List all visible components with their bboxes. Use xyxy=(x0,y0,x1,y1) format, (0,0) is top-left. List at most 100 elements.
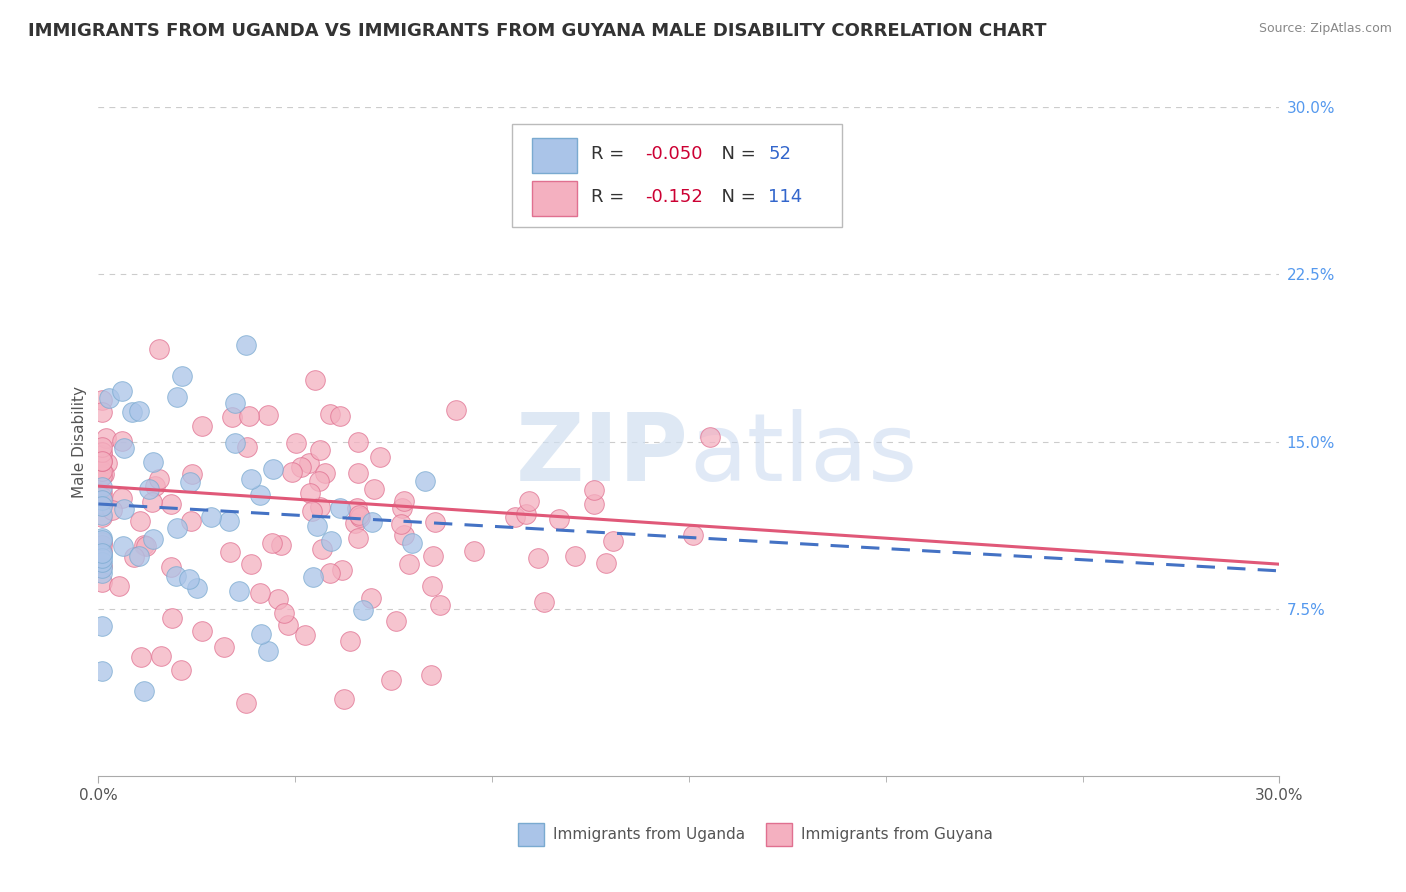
Point xyxy=(91,480,114,494)
Point xyxy=(91,497,114,511)
Point xyxy=(91,566,114,581)
Point xyxy=(262,536,284,550)
Point xyxy=(190,418,212,433)
Point xyxy=(228,584,250,599)
Point xyxy=(94,431,117,445)
Point xyxy=(361,516,384,530)
Point xyxy=(294,628,316,642)
Point xyxy=(444,402,467,417)
Point xyxy=(239,472,262,486)
Point xyxy=(93,467,115,481)
Text: -0.050: -0.050 xyxy=(645,145,703,163)
Point xyxy=(352,603,374,617)
Point xyxy=(235,696,257,710)
Point xyxy=(304,373,326,387)
Point xyxy=(273,606,295,620)
Text: atlas: atlas xyxy=(689,409,917,501)
Text: 114: 114 xyxy=(768,188,803,206)
Text: R =: R = xyxy=(591,145,630,163)
Point xyxy=(463,544,485,558)
Point xyxy=(363,482,385,496)
Point xyxy=(503,510,526,524)
Point xyxy=(329,501,352,516)
Point xyxy=(214,640,236,655)
FancyBboxPatch shape xyxy=(531,181,576,216)
Point xyxy=(699,430,721,444)
Point xyxy=(128,404,150,418)
Point xyxy=(547,512,569,526)
Point xyxy=(321,533,343,548)
FancyBboxPatch shape xyxy=(531,138,576,173)
Point xyxy=(91,510,114,524)
Point xyxy=(112,441,135,455)
Point xyxy=(91,508,114,523)
Point xyxy=(91,555,114,569)
Point xyxy=(91,448,114,462)
Y-axis label: Male Disability: Male Disability xyxy=(72,385,87,498)
Point xyxy=(236,440,259,454)
Point xyxy=(413,474,436,488)
Point xyxy=(277,617,299,632)
Point xyxy=(394,528,416,542)
Point xyxy=(422,549,444,563)
Point xyxy=(186,581,208,595)
Point xyxy=(389,517,412,532)
Point xyxy=(191,624,214,638)
Point xyxy=(91,538,114,552)
Point xyxy=(121,405,143,419)
Point xyxy=(160,497,183,511)
Point xyxy=(129,649,152,664)
Point xyxy=(319,566,342,580)
Point xyxy=(235,337,257,351)
Point xyxy=(166,521,188,535)
Point xyxy=(91,619,114,633)
Point xyxy=(135,539,157,553)
Point xyxy=(346,500,368,515)
Point xyxy=(398,557,420,571)
Point xyxy=(180,467,202,481)
Point xyxy=(533,594,555,608)
FancyBboxPatch shape xyxy=(512,124,842,227)
Point xyxy=(380,673,402,687)
Point xyxy=(91,534,114,549)
Point xyxy=(564,549,586,563)
Point xyxy=(142,532,165,546)
Point xyxy=(96,456,118,470)
Point xyxy=(91,531,114,545)
Point xyxy=(527,551,550,566)
Point xyxy=(169,663,191,677)
Point xyxy=(138,482,160,496)
Point xyxy=(360,591,382,606)
Point xyxy=(256,409,278,423)
Point xyxy=(290,459,312,474)
Point xyxy=(91,665,114,679)
Text: IMMIGRANTS FROM UGANDA VS IMMIGRANTS FROM GUYANA MALE DISABILITY CORRELATION CHA: IMMIGRANTS FROM UGANDA VS IMMIGRANTS FRO… xyxy=(28,22,1046,40)
Point xyxy=(200,509,222,524)
Point xyxy=(91,499,114,513)
Text: N =: N = xyxy=(710,188,762,206)
Text: Source: ZipAtlas.com: Source: ZipAtlas.com xyxy=(1258,22,1392,36)
Point xyxy=(142,455,165,469)
Point xyxy=(180,514,202,528)
Point xyxy=(143,479,166,493)
Point xyxy=(298,456,321,470)
Point xyxy=(267,591,290,606)
Point xyxy=(91,484,114,499)
Point xyxy=(122,549,145,564)
Point xyxy=(91,464,114,478)
Point xyxy=(602,534,624,549)
Point xyxy=(330,563,353,577)
Point xyxy=(91,490,114,504)
Point xyxy=(224,436,246,450)
Point xyxy=(280,465,302,479)
Point xyxy=(91,444,114,458)
Point xyxy=(517,494,540,508)
Point xyxy=(224,396,246,410)
Point xyxy=(349,510,371,524)
Point xyxy=(309,443,332,458)
Text: Immigrants from Uganda: Immigrants from Uganda xyxy=(553,828,745,842)
Point xyxy=(91,550,114,565)
Point xyxy=(392,493,415,508)
Point xyxy=(148,472,170,486)
Point xyxy=(160,559,183,574)
